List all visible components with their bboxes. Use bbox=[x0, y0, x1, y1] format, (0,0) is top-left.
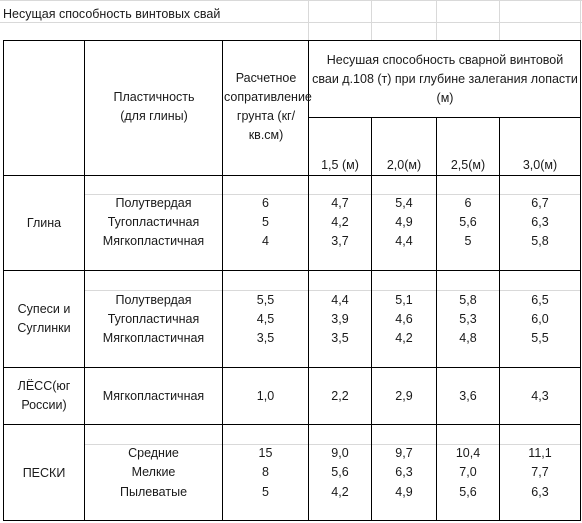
table-cell: 8 bbox=[262, 465, 269, 479]
table-cell: 5,6 bbox=[331, 465, 349, 479]
table-cell: 9,0 bbox=[331, 446, 349, 460]
table-cell: 6,0 bbox=[531, 312, 549, 326]
table-cell: 6 bbox=[464, 196, 472, 210]
header-depth-1: 1,5 (м) bbox=[321, 158, 359, 172]
table-cell: Полутвердая bbox=[115, 196, 192, 210]
table-cell: 5,6 bbox=[459, 215, 477, 229]
table-cell: Мягкопластичная bbox=[102, 234, 205, 248]
table-cell: Мягкопластичная bbox=[102, 331, 205, 345]
table-cell: 4 bbox=[262, 234, 269, 248]
table-cell: Тугопластичная bbox=[107, 312, 200, 326]
table-cell: 6,3 bbox=[395, 465, 413, 479]
table-cell: 6,5 bbox=[531, 293, 549, 307]
table-cell: 4,5 bbox=[256, 312, 275, 326]
table-cell: 5,1 bbox=[395, 293, 413, 307]
table-cell: 2,9 bbox=[395, 389, 413, 403]
table-cell: Полутвердая bbox=[115, 293, 192, 307]
table-cell: 5,5 bbox=[531, 331, 549, 345]
table-cell: 3,6 bbox=[459, 389, 477, 403]
table-cell: 6 bbox=[262, 196, 269, 210]
table-cell: 5,3 bbox=[459, 312, 477, 326]
soil-label: ЛЁСС(юг России) bbox=[17, 379, 71, 412]
table-cell: 4,6 bbox=[395, 312, 413, 326]
table-cell: 3,5 bbox=[331, 331, 349, 345]
header-depth-3: 2,5(м) bbox=[450, 158, 486, 172]
table-cell: 6,7 bbox=[531, 196, 549, 210]
table-cell: 5,8 bbox=[531, 234, 549, 248]
header-depth-2: 2,0(м) bbox=[386, 158, 422, 172]
table-cell: 4,4 bbox=[331, 293, 349, 307]
table-cell: 7,7 bbox=[531, 465, 549, 479]
table-cell: 1,0 bbox=[256, 389, 275, 403]
table-cell: 7,0 bbox=[459, 465, 477, 479]
table-cell: 4,8 bbox=[459, 331, 477, 345]
table-cell: 10,4 bbox=[455, 446, 481, 460]
table-cell: 4,4 bbox=[395, 234, 413, 248]
table-cell: 3,9 bbox=[331, 312, 349, 326]
table-cell: Мягкопластичная bbox=[102, 389, 205, 403]
header-plasticity: Пластичность (для глины) bbox=[113, 90, 195, 123]
table-cell: 5,6 bbox=[459, 485, 477, 499]
header-depth-4: 3,0(м) bbox=[522, 158, 558, 172]
soil-label: Супеси и Суглинки bbox=[17, 302, 71, 335]
table-cell: 5 bbox=[464, 234, 472, 248]
table-cell: 5,5 bbox=[256, 293, 275, 307]
header-capacity: Несушая способность сварной винтовой сва… bbox=[312, 53, 578, 105]
table-cell: Тугопластичная bbox=[107, 215, 200, 229]
sheet-title: Несущая способность винтовых свай bbox=[3, 7, 221, 21]
table-cell: 6,3 bbox=[531, 485, 549, 499]
table-cell: 5,8 bbox=[459, 293, 477, 307]
header-resistance: Расчетное сопративление грунта (кг/кв.см… bbox=[224, 71, 312, 142]
table-cell: 5 bbox=[262, 215, 269, 229]
table-cell: 4,2 bbox=[331, 485, 349, 499]
table-cell: 11,1 bbox=[528, 446, 552, 460]
table-cell: 4,7 bbox=[331, 196, 349, 210]
table-cell: 15 bbox=[258, 446, 273, 460]
table-cell: 2,2 bbox=[331, 389, 349, 403]
table-cell: 5 bbox=[262, 485, 269, 499]
table-cell: 4,9 bbox=[395, 485, 413, 499]
table-cell: Пылеватые bbox=[119, 485, 188, 499]
table-cell: 5,4 bbox=[395, 196, 413, 210]
table-cell: 3,7 bbox=[331, 234, 349, 248]
table-cell: 4,9 bbox=[395, 215, 413, 229]
table-cell: 9,7 bbox=[395, 446, 413, 460]
table-cell: 3,5 bbox=[256, 331, 275, 345]
soil-label: ПЕСКИ bbox=[22, 466, 66, 480]
table-cell: Средние bbox=[128, 446, 179, 460]
soil-label: Глина bbox=[26, 216, 62, 230]
table-cell: 6,3 bbox=[531, 215, 549, 229]
table-cell: 4,2 bbox=[395, 331, 413, 345]
table-cell: Мелкие bbox=[131, 465, 176, 479]
table-cell: 4,2 bbox=[331, 215, 349, 229]
table-cell: 4,3 bbox=[531, 389, 549, 403]
